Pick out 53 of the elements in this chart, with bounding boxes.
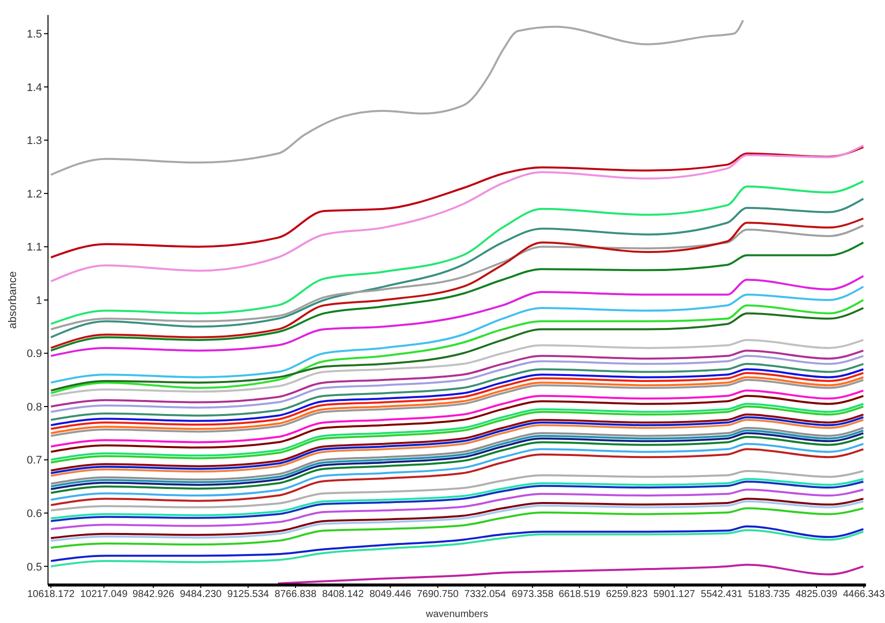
line-series	[50, 488, 864, 530]
x-tick-label: 9125.534	[227, 589, 270, 600]
y-tick-label: 0.5	[26, 561, 42, 574]
line-series	[50, 525, 864, 562]
line-series	[50, 507, 864, 549]
line-series	[50, 394, 864, 453]
x-tick-label: 4466.343	[842, 589, 885, 600]
x-tick-label: 8766.838	[274, 589, 317, 600]
y-tick-label: 1.4	[26, 82, 42, 94]
x-axis-title: wavenumbers	[424, 609, 488, 620]
line-series	[50, 180, 864, 325]
line-series	[50, 224, 864, 330]
line-series	[50, 286, 864, 384]
x-tick-label: 5542.431	[700, 589, 743, 600]
x-tick-label: 5901.127	[653, 589, 696, 600]
line-series	[50, 146, 864, 258]
line-series	[276, 564, 864, 584]
x-tick-label: 5183.735	[748, 589, 790, 600]
line-series	[50, 442, 864, 501]
y-tick-label: 1	[36, 294, 42, 307]
x-tick-label: 4825.039	[796, 589, 838, 600]
line-series	[50, 338, 864, 397]
line-series	[50, 275, 864, 357]
x-tick-label: 6259.823	[606, 589, 648, 600]
line-series	[50, 241, 864, 352]
x-tick-label: 8049.446	[369, 589, 412, 600]
x-tick-label: 6973.358	[512, 589, 554, 600]
x-tick-label: 6618.519	[558, 589, 601, 600]
line-series	[50, 19, 744, 176]
line-series	[50, 217, 864, 349]
y-tick-label: 1.2	[26, 188, 42, 200]
y-axis-title: absorbance	[6, 271, 19, 329]
line-series	[50, 448, 864, 506]
x-tick-label: 9842.926	[132, 589, 175, 600]
y-tick-label: 0.6	[26, 508, 42, 520]
y-tick-label: 1.5	[26, 28, 42, 41]
x-tick-label: 7332.054	[464, 589, 506, 600]
y-tick-label: 1.1	[26, 242, 42, 254]
x-tick-label: 8408.142	[322, 589, 364, 600]
line-series	[50, 362, 864, 421]
line-series	[50, 529, 864, 568]
x-tick-label: 10217.049	[80, 589, 128, 600]
x-tick-label: 7690.750	[416, 589, 460, 600]
line-series	[50, 144, 864, 282]
x-tick-label: 9484.230	[180, 589, 222, 600]
y-tick-label: 1.3	[26, 135, 42, 148]
y-tick-label: 0.9	[26, 348, 42, 360]
line-series	[50, 198, 864, 338]
y-tick-label: 0.8	[26, 401, 42, 414]
y-tick-label: 0.7	[26, 454, 42, 467]
line-series	[50, 470, 864, 512]
line-series	[50, 390, 864, 448]
x-tick-label: 10618.172	[27, 589, 75, 600]
